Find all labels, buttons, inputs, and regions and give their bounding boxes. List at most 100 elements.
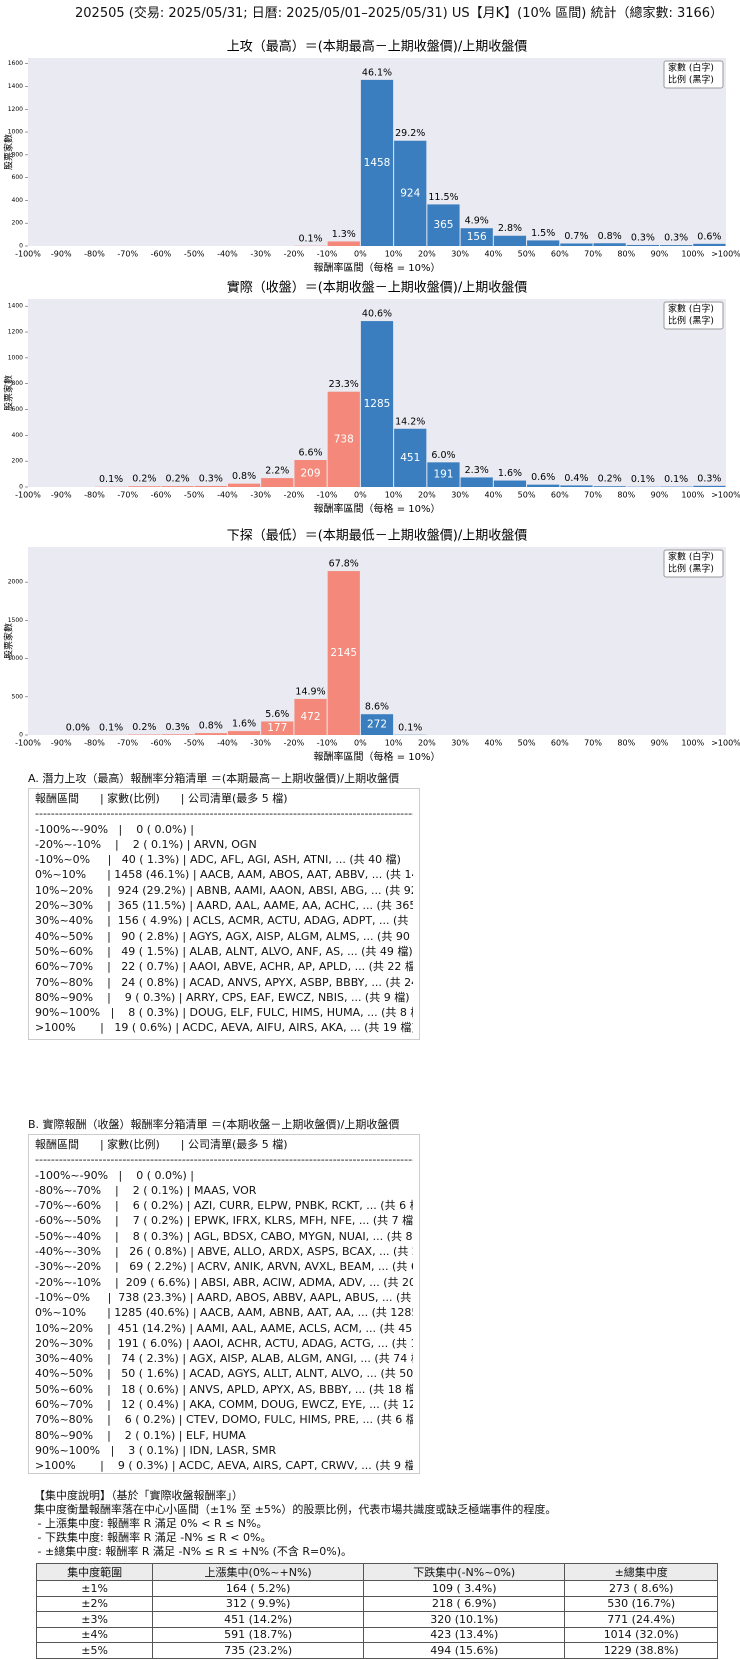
percent-label: 1.6% — [498, 468, 522, 479]
table-cell: 1014 (32.0%) — [564, 1626, 718, 1643]
list-row: -10%~0% | 738 (23.3%) | AARD, ABOS, ABBV… — [35, 1290, 413, 1304]
bar — [261, 721, 294, 735]
y-tick-label: 0 — [19, 732, 23, 739]
y-tick-label: 1000 — [8, 655, 23, 662]
percent-label: 67.8% — [329, 559, 359, 570]
chart: 上攻（最高）＝(本期最高－上期收盤價)/上期收盤價 0 200 400 600 800 10… — [3, 39, 740, 275]
table-row: ±2% 312 ( 9.9%) 218 ( 6.9%) 530 (16.7%) — [35, 1595, 718, 1612]
y-tick-label: 1600 — [8, 60, 23, 67]
list-row: 10%~20% | 924 (29.2%) | ABNB, AAMI, AAON… — [35, 883, 413, 897]
list-row: 70%~80% | 6 ( 0.2%) | CTEV, DOMO, FULC, … — [35, 1413, 413, 1427]
note-line: - ±總集中度: 報酬率 R 滿足 -N% ≤ R ≤ +N% (不含 R=0%… — [34, 1545, 353, 1558]
x-tick-label: -60% — [151, 739, 172, 748]
separator: ----------------------------------------… — [35, 807, 413, 821]
x-tick-label: 60% — [551, 491, 569, 500]
x-tick-label: -80% — [84, 739, 105, 748]
legend-entry: 家數 (白字) — [668, 551, 714, 563]
legend-box — [663, 301, 724, 330]
list-row: 20%~30% | 365 (11.5%) | AARD, AAL, AAME,… — [35, 899, 413, 913]
list-row: >100% | 9 ( 0.3%) | ACDC, AEVA, AIRS, CA… — [35, 1459, 413, 1473]
table-cell: ±3% — [35, 1611, 154, 1628]
bar — [626, 244, 660, 246]
table-row: ±4% 591 (18.7%) 423 (13.4%) 1014 (32.0%) — [35, 1626, 718, 1643]
section-title: B. 實際報酬（收盤）報酬率分箱清單 ＝(本期收盤－上期收盤價)/上期收盤價 — [28, 1118, 400, 1131]
table-cell: 1229 (38.8%) — [564, 1642, 718, 1659]
count-label: 191 — [433, 469, 453, 481]
legend-box — [663, 549, 724, 578]
x-tick-label: 0% — [354, 491, 367, 500]
x-tick-label: -10% — [317, 491, 338, 500]
header-cell: 集中度範圍 — [35, 1563, 154, 1581]
x-tick-label: -50% — [184, 739, 205, 748]
y-tick-label: 1400 — [8, 83, 23, 90]
percent-label: 0.8% — [199, 721, 223, 732]
x-tick-label: -40% — [217, 250, 238, 259]
percent-label: 4.9% — [465, 216, 489, 227]
chart-title: 實際（收盤）＝(本期收盤－上期收盤價)/上期收盤價 — [227, 280, 528, 296]
bar — [394, 140, 427, 246]
x-tick-label: -70% — [117, 250, 138, 259]
y-tick-label: 1200 — [8, 106, 23, 113]
x-tick-label: -100% — [15, 739, 41, 748]
list-row: -40%~-30% | 26 ( 0.8%) | ABVE, ALLO, ARD… — [35, 1245, 413, 1259]
list-header: 報酬區間 | 家數(比例) | 公司清單(最多 5 檔) — [35, 792, 288, 805]
legend-entry: 比例 (黑字) — [668, 74, 714, 86]
bar — [161, 734, 194, 735]
count-label: 472 — [301, 711, 321, 723]
x-tick-label: 90% — [651, 491, 669, 500]
percent-label: 0.1% — [99, 722, 123, 733]
x-tick-label: -40% — [217, 739, 238, 748]
list-row: 50%~60% | 49 ( 1.5%) | ALAB, ALNT, ALVO,… — [35, 944, 413, 958]
y-tick-label: 1000 — [8, 354, 23, 361]
x-tick-label: -90% — [51, 250, 72, 259]
bar — [427, 462, 460, 487]
bar — [493, 235, 527, 246]
percent-label: 0.2% — [166, 474, 190, 485]
x-tick-label: -90% — [51, 491, 72, 500]
separator: ----------------------------------------… — [35, 1153, 413, 1167]
bar — [294, 460, 327, 487]
bar — [460, 228, 493, 246]
percent-label: 2.2% — [265, 466, 289, 477]
concentration-notes: 【集中度說明】（基於「實際收盤報酬率」） 集中度衡量報酬率落在中心小區間（±1% … — [34, 1489, 724, 1559]
x-tick-label: 30% — [451, 739, 469, 748]
list-row: 80%~90% | 2 ( 0.1%) | ELF, HUMA — [35, 1428, 246, 1442]
x-tick-label: 0% — [354, 739, 367, 748]
chart: 下探（最低）＝(本期最低－上期收盤價)/上期收盤價 0 500 1000 1500 200… — [3, 529, 740, 764]
percent-label: 6.6% — [298, 448, 322, 459]
count-label: 738 — [334, 433, 354, 445]
y-axis-label: 股票家數 — [3, 375, 15, 411]
percent-label: 0.3% — [166, 722, 190, 733]
plot-area — [28, 547, 726, 735]
x-tick-label: -70% — [117, 491, 138, 500]
y-tick-label: 800 — [12, 380, 24, 387]
x-tick-label: -20% — [284, 250, 305, 259]
y-tick-label: 400 — [12, 197, 24, 204]
table-row: ±3% 451 (14.2%) 320 (10.1%) 771 (24.4%) — [35, 1611, 718, 1628]
count-label: 156 — [467, 231, 487, 243]
header-row: 集中度範圍 上漲集中(0%~+N%) 下跌集中(-N%~0%) ±總集中度 — [35, 1563, 718, 1581]
list-row: -80%~-70% | 2 ( 0.1%) | MAAS, VOR — [35, 1183, 257, 1197]
percent-label: 0.8% — [598, 231, 622, 242]
chart-title: 下探（最低）＝(本期最低－上期收盤價)/上期收盤價 — [227, 529, 528, 544]
header-cell: ±總集中度 — [564, 1563, 718, 1581]
x-tick-label: 10% — [385, 739, 403, 748]
x-axis-label: 報酬率區間（每格 = 10%） — [314, 750, 441, 763]
chart: 實際（收盤）＝(本期收盤－上期收盤價)/上期收盤價 0 200 400 600 800 10… — [3, 280, 740, 516]
header-cell: 上漲集中(0%~+N%) — [152, 1563, 365, 1581]
count-label: 177 — [267, 722, 287, 734]
percent-label: 29.2% — [395, 128, 425, 139]
percent-label: 1.3% — [332, 229, 356, 240]
percent-label: 0.3% — [631, 232, 655, 243]
y-axis-label: 股票家數 — [3, 623, 15, 659]
bar — [660, 245, 693, 246]
percent-label: 6.0% — [431, 450, 455, 461]
x-tick-label: -50% — [184, 250, 205, 259]
legend-entry: 比例 (黑字) — [668, 315, 714, 327]
percent-label: 0.3% — [697, 473, 721, 484]
x-tick-label: -100% — [15, 491, 41, 500]
legend-entry: 家數 (白字) — [668, 62, 714, 74]
list-row: >100% | 19 ( 0.6%) | ACDC, AEVA, AIFU, A… — [35, 1021, 413, 1035]
bar — [327, 391, 360, 487]
count-label: 451 — [400, 452, 420, 464]
